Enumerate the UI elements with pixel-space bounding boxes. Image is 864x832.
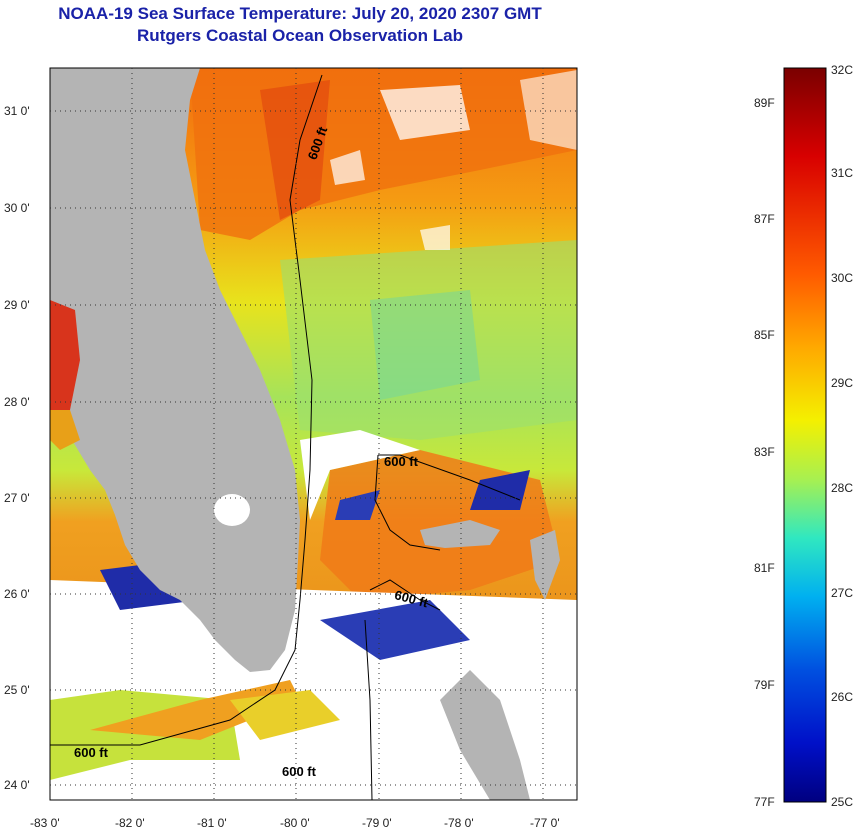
map-title: NOAA-19 Sea Surface Temperature: July 20… <box>58 4 542 23</box>
lat-tick-label: 30 0' <box>4 201 30 215</box>
contour-label: 600 ft <box>384 454 419 469</box>
colorbar-fahrenheit-label: 83F <box>754 445 775 459</box>
lon-tick-label: -79 0' <box>362 816 392 830</box>
lat-tick-label: 31 0' <box>4 104 30 118</box>
colorbar-fahrenheit-label: 81F <box>754 561 775 575</box>
colorbar-celsius-label: 30C <box>831 271 853 285</box>
lon-tick-label: -81 0' <box>197 816 227 830</box>
lon-tick-label: -78 0' <box>444 816 474 830</box>
colorbar-celsius-label: 26C <box>831 690 853 704</box>
lat-tick-label: 28 0' <box>4 395 30 409</box>
lon-tick-label: -77 0' <box>530 816 560 830</box>
colorbar-celsius-label: 25C <box>831 795 853 809</box>
lat-tick-label: 27 0' <box>4 491 30 505</box>
colorbar-celsius-label: 32C <box>831 63 853 77</box>
temperature-colorbar: 32C 31C 30C 29C 28C 27C 26C 25C 89F 87F … <box>754 63 853 809</box>
lat-tick-label: 24 0' <box>4 778 30 792</box>
colorbar-fahrenheit-label: 89F <box>754 96 775 110</box>
colorbar-fahrenheit-label: 77F <box>754 795 775 809</box>
colorbar-celsius-label: 29C <box>831 376 853 390</box>
lon-tick-label: -83 0' <box>30 816 60 830</box>
cuba-land <box>440 670 530 800</box>
colorbar-celsius-label: 31C <box>831 166 853 180</box>
colorbar-fahrenheit-label: 87F <box>754 212 775 226</box>
colorbar-fahrenheit-label: 85F <box>754 328 775 342</box>
colorbar-fahrenheit-label: 79F <box>754 678 775 692</box>
bahamas-land <box>420 520 500 548</box>
lat-tick-label: 29 0' <box>4 298 30 312</box>
contour-label: 600 ft <box>282 764 317 779</box>
contour-label: 600 ft <box>74 745 109 760</box>
lon-tick-label: -82 0' <box>115 816 145 830</box>
lat-tick-label: 26 0' <box>4 587 30 601</box>
colorbar-celsius-label: 27C <box>831 586 853 600</box>
lat-tick-label: 25 0' <box>4 683 30 697</box>
colorbar-celsius-label: 28C <box>831 481 853 495</box>
lon-tick-label: -80 0' <box>280 816 310 830</box>
map-subtitle: Rutgers Coastal Ocean Observation Lab <box>137 26 463 45</box>
